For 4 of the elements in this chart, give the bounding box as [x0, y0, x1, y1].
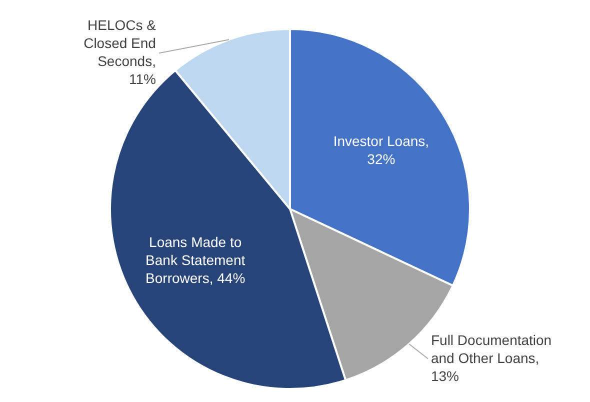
- slice-label: HELOCs & Closed End Seconds, 11%: [84, 16, 157, 87]
- slice-label: Full Documentation and Other Loans, 13%: [430, 331, 552, 384]
- slice-label: Loans Made to Bank Statement Borrowers, 44%: [146, 234, 246, 286]
- slice-label: Investor Loans, 32%: [333, 132, 430, 167]
